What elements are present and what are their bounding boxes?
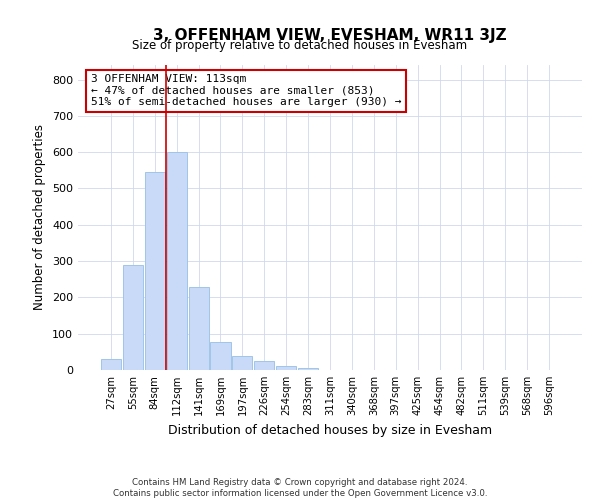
Text: 3 OFFENHAM VIEW: 113sqm
← 47% of detached houses are smaller (853)
51% of semi-d: 3 OFFENHAM VIEW: 113sqm ← 47% of detache… [91,74,401,108]
Bar [101,359,121,370]
Bar [298,368,318,370]
Text: Size of property relative to detached houses in Evesham: Size of property relative to detached ho… [133,40,467,52]
Bar [167,152,187,370]
Title: 3, OFFENHAM VIEW, EVESHAM, WR11 3JZ: 3, OFFENHAM VIEW, EVESHAM, WR11 3JZ [153,28,507,43]
Bar [232,356,253,370]
Bar [276,366,296,370]
Bar [211,342,230,370]
Bar [254,361,274,370]
Bar [145,172,165,370]
Bar [123,264,143,370]
Y-axis label: Number of detached properties: Number of detached properties [34,124,46,310]
Bar [188,287,209,370]
Text: Contains HM Land Registry data © Crown copyright and database right 2024.
Contai: Contains HM Land Registry data © Crown c… [113,478,487,498]
X-axis label: Distribution of detached houses by size in Evesham: Distribution of detached houses by size … [168,424,492,436]
